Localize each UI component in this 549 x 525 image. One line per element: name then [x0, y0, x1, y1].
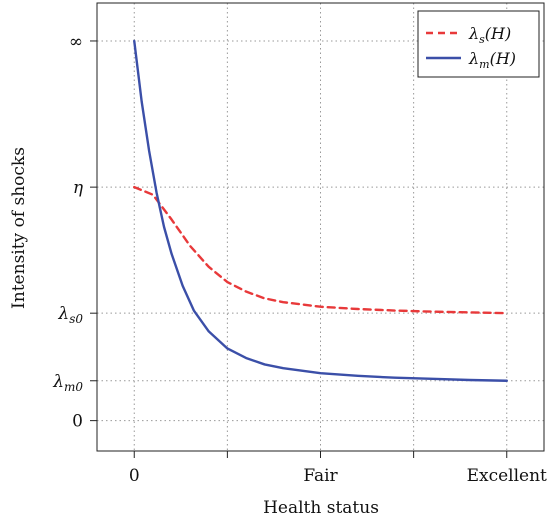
- x-axis-title: Health status: [263, 498, 379, 518]
- legend-label-argument: (H): [490, 49, 516, 68]
- legend-label-subscript: s: [479, 33, 485, 46]
- x-tick-label: Fair: [303, 466, 338, 486]
- y-tick-label-subscript: s0: [69, 312, 83, 326]
- y-tick-label-subscript: m0: [64, 380, 83, 394]
- x-tick-label: 0: [129, 466, 140, 486]
- y-tick-label: 0: [72, 412, 83, 432]
- legend-label-1: λm(H): [468, 49, 516, 71]
- series-line-0: [133, 185, 508, 315]
- series-layer: [133, 39, 508, 382]
- legend-label-subscript: m: [479, 58, 489, 71]
- y-axis-title: Intensity of shocks: [9, 147, 29, 309]
- legend-box: [417, 10, 540, 78]
- axes: 0 Fair Excellent ∞ η λs0 λm0 0: [52, 32, 547, 486]
- y-tick-label: λs0: [57, 304, 83, 326]
- x-tick-label: Excellent: [467, 466, 547, 486]
- y-tick-label: λm0: [52, 372, 83, 394]
- legend-label-argument: (H): [485, 24, 511, 43]
- y-tick-label: η: [73, 178, 84, 198]
- y-tick-label: ∞: [69, 32, 83, 52]
- legend-label-0: λs(H): [468, 24, 511, 46]
- series-line-1: [133, 39, 508, 382]
- legend: λs(H) λm(H): [417, 10, 540, 78]
